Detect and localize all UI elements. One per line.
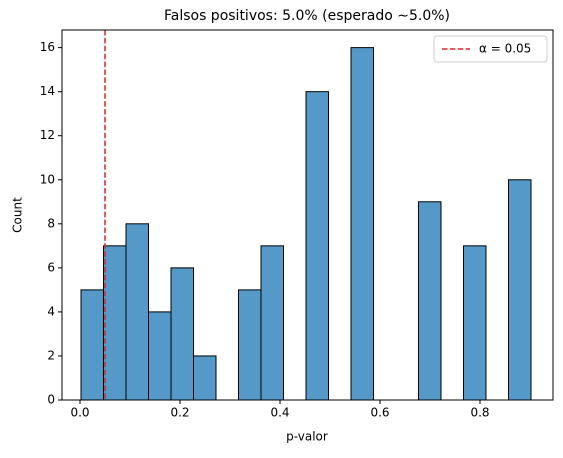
x-tick-label: 0.2	[170, 406, 189, 420]
y-tick-label: 10	[40, 172, 55, 186]
y-tick-label: 14	[40, 84, 55, 98]
bar	[148, 311, 172, 401]
x-tick-label: 0.4	[270, 406, 289, 420]
bar	[305, 91, 329, 401]
x-axis-label: p-valor	[286, 430, 328, 444]
bar	[125, 223, 149, 401]
y-tick-label: 16	[40, 40, 55, 54]
bar	[508, 179, 532, 401]
bar	[103, 245, 127, 401]
y-tick-label: 6	[47, 260, 55, 274]
y-tick-label: 0	[47, 393, 55, 407]
x-tick-label: 0.6	[370, 406, 389, 420]
bar	[80, 289, 104, 401]
legend-box	[433, 35, 548, 63]
chart-title: Falsos positivos: 5.0% (esperado ∼5.0%)	[164, 8, 450, 24]
bar	[260, 245, 284, 401]
y-axis-label: Count	[11, 197, 25, 233]
y-tick-label: 8	[47, 216, 55, 230]
axes-frame	[61, 29, 554, 401]
y-tick-label: 2	[47, 348, 55, 362]
bar	[238, 289, 262, 401]
y-tick-label: 12	[40, 128, 55, 142]
x-tick-label: 0.8	[470, 406, 489, 420]
bar	[350, 47, 374, 401]
x-tick-label: 0.0	[70, 406, 89, 420]
legend-label: α = 0.05	[479, 42, 531, 56]
y-tick-label: 4	[47, 304, 55, 318]
bar	[463, 245, 487, 401]
bar	[170, 267, 194, 401]
bar	[193, 355, 217, 401]
bar	[418, 201, 442, 401]
